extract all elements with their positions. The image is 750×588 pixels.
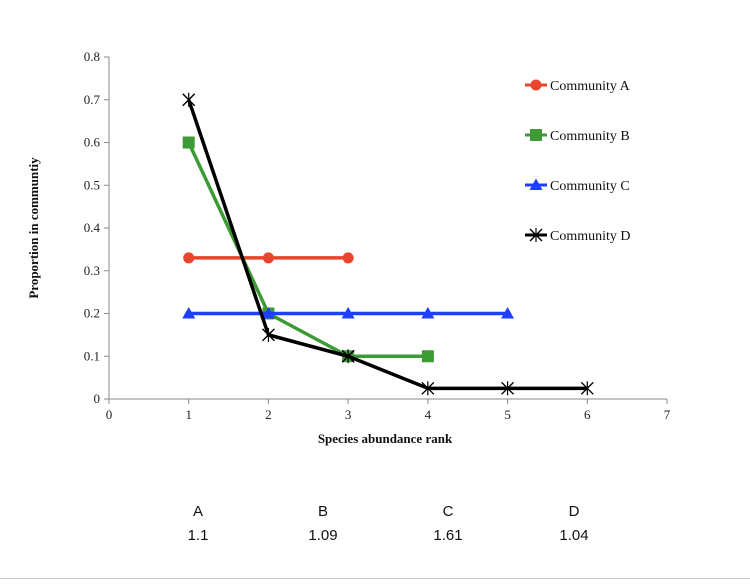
series-community-b — [182, 136, 434, 363]
data-point — [421, 350, 434, 363]
x-tick-label: 1 — [185, 407, 192, 422]
diversity-value: 1.1 — [187, 527, 209, 544]
legend-label: Community C — [550, 179, 630, 194]
data-point — [421, 381, 435, 396]
diversity-column-d: D 1.04 — [534, 500, 614, 548]
data-point — [421, 307, 435, 319]
x-tick-label: 3 — [345, 407, 352, 422]
data-point — [182, 92, 196, 107]
diversity-label: D — [568, 503, 580, 520]
data-point — [342, 252, 354, 264]
diversity-value: 1.04 — [559, 527, 589, 544]
data-point — [182, 136, 195, 149]
series-line — [187, 99, 588, 391]
data-point — [261, 307, 275, 319]
diversity-label: B — [317, 503, 328, 520]
legend-marker — [530, 79, 542, 91]
x-tick-label: 4 — [425, 407, 432, 422]
legend-entry: Community A — [525, 79, 631, 94]
data-point — [501, 307, 515, 319]
data-point — [341, 349, 355, 364]
diversity-value: 1.61 — [433, 527, 463, 544]
data-point — [262, 252, 274, 264]
y-tick-label: 0.1 — [84, 348, 100, 363]
series-line — [187, 141, 428, 358]
x-axis-title: Species abundance rank — [318, 431, 453, 446]
legend-marker — [530, 129, 542, 141]
legend-marker — [529, 178, 543, 190]
diversity-column-a: A 1.1 — [158, 500, 238, 548]
legend-entry: Community C — [525, 178, 630, 194]
x-tick-label: 0 — [106, 407, 113, 422]
y-tick-label: 0.2 — [84, 306, 100, 321]
x-tick-label: 2 — [265, 407, 272, 422]
x-tick-label: 7 — [664, 407, 671, 422]
legend-entry: Community D — [525, 228, 631, 244]
series-community-c — [182, 307, 515, 319]
y-tick-label: 0.4 — [84, 220, 101, 235]
data-point — [183, 252, 195, 264]
data-point — [580, 381, 594, 396]
legend-marker — [529, 228, 543, 242]
diversity-column-b: B 1.09 — [283, 500, 363, 548]
legend-label: Community A — [550, 79, 631, 94]
x-tick-label: 6 — [584, 407, 591, 422]
legend-label: Community D — [550, 229, 631, 244]
diversity-value: 1.09 — [308, 527, 338, 544]
diversity-column-c: C 1.61 — [408, 500, 488, 548]
diversity-label: C — [442, 503, 454, 520]
data-point — [501, 381, 515, 396]
series-community-d — [182, 92, 594, 396]
diversity-label: A — [192, 503, 203, 520]
diversity-index-table: A 1.1 B 1.09 C 1.61 D 1.04 — [0, 500, 750, 560]
divider — [0, 578, 750, 579]
legend-entry: Community B — [525, 129, 630, 144]
y-tick-label: 0.7 — [84, 92, 101, 107]
series-community-a — [183, 252, 354, 264]
rank-abundance-chart: 0 0.1 0.2 0.3 0.4 0.5 0.6 0.7 0.8 0 1 2 3 4 5 6 7 Species… — [26, 49, 671, 446]
y-tick-label: 0.6 — [84, 135, 101, 150]
data-point — [182, 307, 196, 319]
x-tick-label: 5 — [504, 407, 511, 422]
y-tick-label: 0.8 — [84, 49, 100, 64]
data-point — [341, 307, 355, 319]
y-tick-label: 0 — [94, 391, 101, 406]
data-point — [261, 327, 275, 342]
y-axis-title: Proportion in communtiy — [26, 157, 41, 299]
y-tick-label: 0.5 — [84, 177, 100, 192]
y-tick-label: 0.3 — [84, 263, 100, 278]
legend-label: Community B — [550, 129, 630, 144]
